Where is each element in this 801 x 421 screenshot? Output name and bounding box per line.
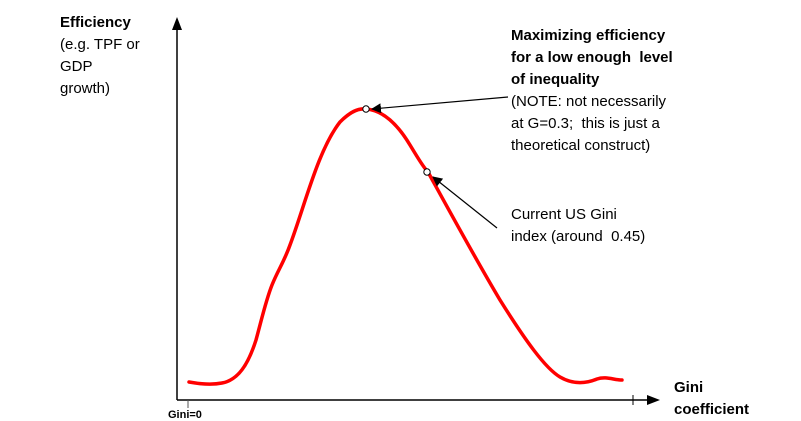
peak-annotation: Maximizing efficiency for a low enough le… — [511, 25, 673, 157]
x-axis-arrow-icon — [647, 395, 660, 405]
peak-annotation-line-1: Maximizing efficiency — [511, 27, 666, 44]
peak-note-line-3: theoretical construct) — [511, 137, 651, 154]
peak-annotation-line-3: of inequality — [511, 71, 600, 88]
y-axis-subtitle-line-1: (e.g. TPF or — [60, 36, 140, 53]
x-axis-title-line-1: Gini — [674, 379, 704, 396]
peak-note-line-2: at G=0.3; this is just a — [511, 115, 660, 132]
y-axis-arrow-icon — [172, 17, 182, 30]
us-gini-marker — [423, 168, 431, 176]
y-axis-subtitle-line-2: GDP — [60, 58, 93, 75]
us-gini-annotation-line-1: Current US Gini — [511, 206, 617, 223]
x-axis-title-line-2: coefficient — [674, 401, 750, 418]
us-gini-annotation: Current US Gini index (around 0.45) — [511, 204, 645, 248]
peak-annotation-line-2: for a low enough level — [511, 49, 673, 66]
y-axis-title: Efficiency — [60, 14, 131, 31]
x-axis-origin-label: Gini=0 — [168, 409, 202, 421]
us-gini-annotation-line-2: index (around 0.45) — [511, 228, 646, 245]
peak-annotation-arrow — [371, 96, 509, 114]
y-axis-subtitle-line-3: growth) — [60, 80, 111, 97]
y-axis-label: Efficiency (e.g. TPF or GDP growth) — [60, 12, 140, 100]
x-axis-label: Gini coefficient — [674, 377, 749, 421]
peak-marker — [362, 105, 370, 113]
us-gini-annotation-arrow — [432, 176, 498, 229]
peak-note-line-1: (NOTE: not necessarily — [511, 93, 667, 110]
